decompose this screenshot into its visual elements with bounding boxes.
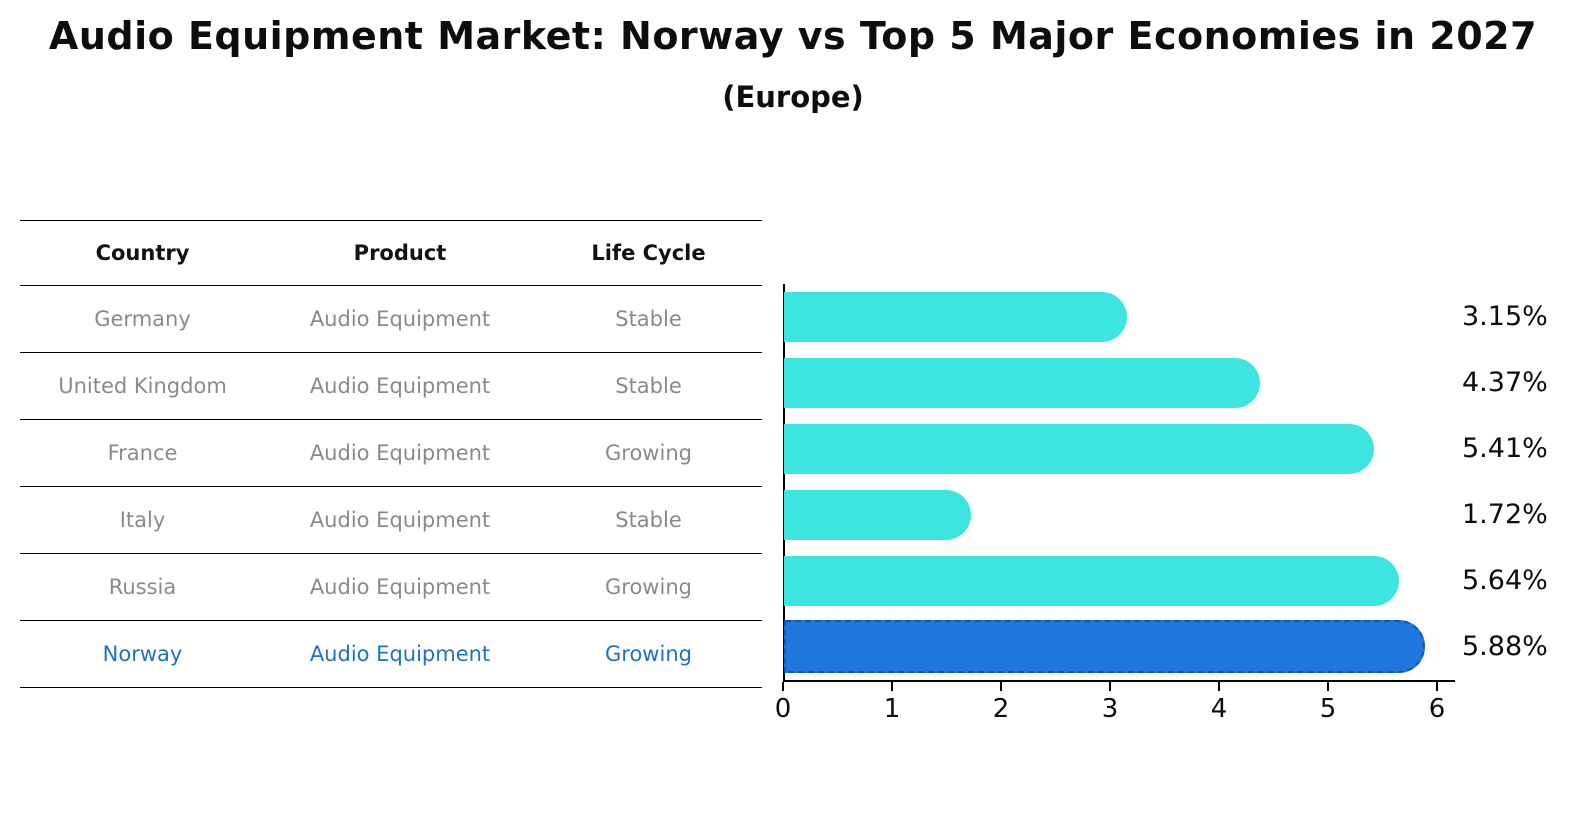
country-cell: United Kingdom — [58, 374, 227, 398]
lifecycle-cell: Growing — [605, 441, 692, 465]
header-country: Country — [95, 241, 190, 265]
chart-title: Audio Equipment Market: Norway vs Top 5 … — [48, 14, 1538, 58]
country-cell: Italy — [119, 508, 166, 532]
table-row: France Audio Equipment Growing — [20, 420, 762, 487]
bar — [784, 556, 1399, 606]
product-cell: Audio Equipment — [309, 508, 491, 532]
highlighted-bar — [784, 620, 1425, 673]
product-cell: Audio Equipment — [309, 575, 491, 599]
axis-tick — [1218, 682, 1220, 691]
country-table: Country Product Life Cycle Germany Audio … — [20, 220, 762, 688]
header-product: Product — [353, 241, 447, 265]
lifecycle-cell: Growing — [605, 575, 692, 599]
bar — [784, 292, 1128, 342]
lifecycle-cell: Stable — [615, 374, 682, 398]
axis-tick — [891, 682, 893, 691]
lifecycle-cell: Stable — [615, 307, 682, 331]
chart-subtitle: (Europe) — [722, 80, 864, 114]
bar-chart: 0 1 2 3 4 5 6 — [775, 284, 1455, 724]
value-labels-column: 3.15% 4.37% 5.41% 1.72% 5.64% 5.88% — [1462, 284, 1582, 680]
value-label: 3.15% — [1462, 301, 1548, 332]
country-cell: Norway — [102, 642, 183, 666]
table-header-row: Country Product Life Cycle — [20, 220, 762, 286]
value-label: 1.72% — [1462, 499, 1548, 530]
product-cell: Audio Equipment — [309, 642, 491, 666]
axis-tick-label: 0 — [774, 694, 792, 724]
axis-tick-label: 4 — [1210, 694, 1228, 724]
axis-tick-label: 5 — [1319, 694, 1337, 724]
bar — [784, 424, 1374, 474]
axis-tick — [1436, 682, 1438, 691]
value-label: 5.41% — [1462, 433, 1548, 464]
axis-tick-label: 1 — [883, 694, 901, 724]
country-cell: Russia — [108, 575, 177, 599]
axis-tick — [1000, 682, 1002, 691]
axis-tick-label: 2 — [992, 694, 1010, 724]
y-axis-line — [783, 284, 785, 681]
product-cell: Audio Equipment — [309, 307, 491, 331]
table-rows: Germany Audio Equipment Stable United Kingd… — [20, 286, 762, 688]
x-axis-line — [783, 680, 1455, 682]
value-label: 5.64% — [1462, 565, 1548, 596]
bar — [784, 490, 972, 540]
axis-tick-label: 3 — [1101, 694, 1119, 724]
axis-tick — [782, 682, 784, 691]
country-cell: Germany — [94, 307, 191, 331]
table-row: Germany Audio Equipment Stable — [20, 286, 762, 353]
table-row: Russia Audio Equipment Growing — [20, 554, 762, 621]
bar — [784, 358, 1261, 408]
value-label: 4.37% — [1462, 367, 1548, 398]
axis-tick-label: 6 — [1428, 694, 1446, 724]
table-row: Italy Audio Equipment Stable — [20, 487, 762, 554]
axis-tick — [1327, 682, 1329, 691]
header-lifecycle: Life Cycle — [591, 241, 706, 265]
country-cell: France — [107, 441, 178, 465]
lifecycle-cell: Stable — [615, 508, 682, 532]
axis-tick — [1109, 682, 1111, 691]
product-cell: Audio Equipment — [309, 374, 491, 398]
table-row: Norway Audio Equipment Growing — [20, 621, 762, 688]
table-row: United Kingdom Audio Equipment Stable — [20, 353, 762, 420]
lifecycle-cell: Growing — [605, 642, 692, 666]
value-label: 5.88% — [1462, 631, 1548, 662]
product-cell: Audio Equipment — [309, 441, 491, 465]
